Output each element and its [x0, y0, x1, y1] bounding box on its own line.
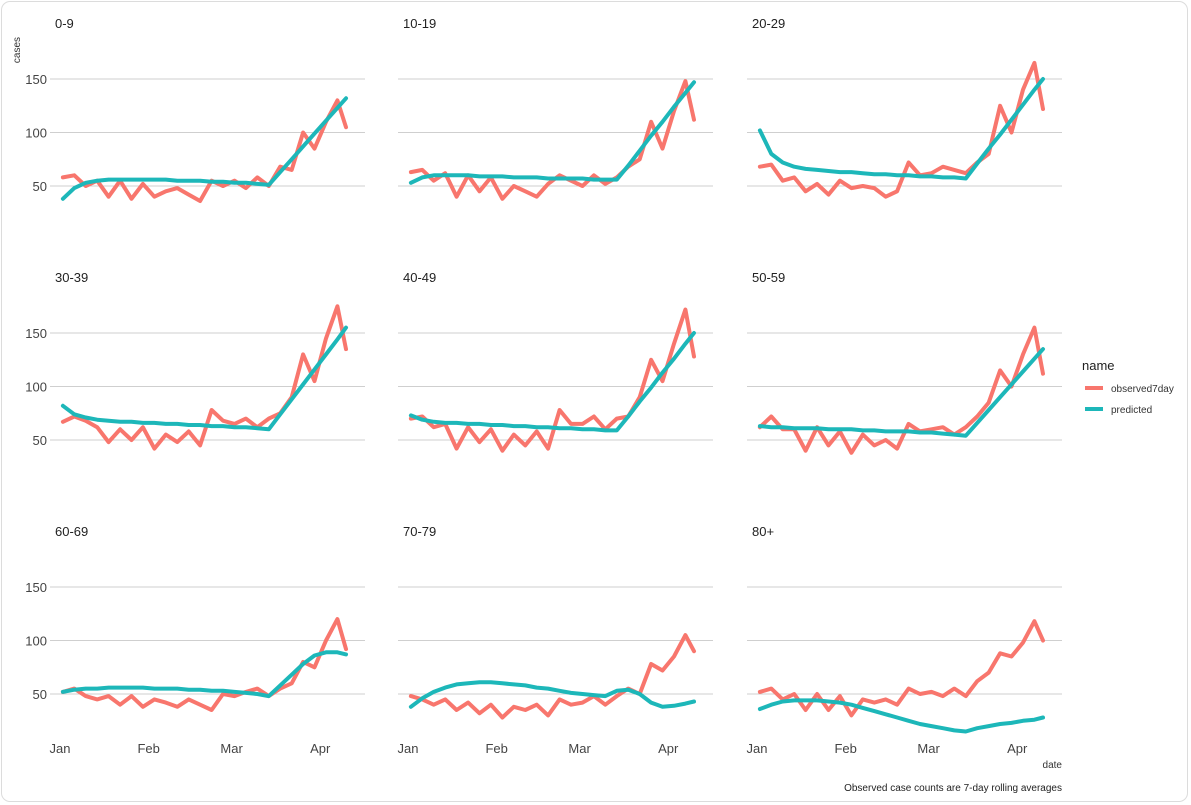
- facet-panel-60-69: 60-69 50 100 150 Jan Feb Mar Apr: [25, 524, 365, 756]
- x-tick-label: Jan: [50, 741, 71, 756]
- y-tick-label: 100: [25, 634, 47, 649]
- facet-panel-50-59: 50-59: [747, 270, 1062, 455]
- series-line-observed7day: [408, 633, 696, 720]
- y-tick-label: 50: [33, 179, 47, 194]
- legend-label: predicted: [1111, 405, 1152, 416]
- x-tick-label: Mar: [917, 741, 940, 756]
- y-tick-label: 50: [33, 433, 47, 448]
- x-tick-label: Feb: [137, 741, 159, 756]
- facet-panel-10-19: 10-19: [398, 16, 713, 201]
- series-line-observed7day: [60, 304, 348, 451]
- facet-panel-20-29: 20-29: [747, 16, 1062, 199]
- series-line-predicted: [408, 680, 696, 709]
- facet-panel-30-39: 30-39 50 100 150: [25, 270, 365, 451]
- x-tick-label: Apr: [1007, 741, 1028, 756]
- facet-title: 80+: [752, 524, 774, 539]
- y-tick-label: 100: [25, 126, 47, 141]
- facet-title: 0-9: [55, 16, 74, 31]
- legend: name observed7day predicted: [1082, 358, 1174, 416]
- facet-title: 70-79: [403, 524, 436, 539]
- y-tick-label: 150: [25, 72, 47, 87]
- facet-panel-40-49: 40-49: [398, 270, 713, 453]
- series-line-predicted: [408, 80, 696, 185]
- series-line-predicted: [757, 347, 1045, 438]
- legend-label: observed7day: [1111, 384, 1174, 395]
- x-axis-title: date: [1043, 760, 1063, 771]
- series-line-predicted: [408, 331, 696, 433]
- facet-title: 40-49: [403, 270, 436, 285]
- x-tick-label: Jan: [747, 741, 768, 756]
- y-tick-label: 150: [25, 326, 47, 341]
- facet-panel-0-9: 0-9 50 100 150: [25, 16, 365, 203]
- series-line-observed7day: [757, 619, 1045, 718]
- series-line-observed7day: [60, 98, 348, 203]
- y-tick-label: 50: [33, 687, 47, 702]
- x-tick-label: Mar: [220, 741, 243, 756]
- x-tick-label: Jan: [398, 741, 419, 756]
- legend-title: name: [1082, 358, 1115, 373]
- facet-title: 20-29: [752, 16, 785, 31]
- series-line-predicted: [757, 77, 1045, 181]
- series-line-predicted: [60, 96, 348, 201]
- y-tick-label: 100: [25, 380, 47, 395]
- x-tick-label: Feb: [485, 741, 507, 756]
- y-axis-title: cases: [12, 37, 23, 63]
- series-line-predicted: [60, 325, 348, 432]
- facet-panel-70-79: 70-79 Jan Feb Mar Apr: [398, 524, 713, 756]
- caption: Observed case counts are 7-day rolling a…: [844, 783, 1062, 794]
- facet-title: 30-39: [55, 270, 88, 285]
- facet-title: 10-19: [403, 16, 436, 31]
- x-tick-label: Apr: [310, 741, 331, 756]
- series-line-observed7day: [408, 79, 696, 201]
- series-line-observed7day: [757, 325, 1045, 455]
- y-tick-label: 150: [25, 580, 47, 595]
- series-line-predicted: [60, 650, 348, 699]
- series-line-predicted: [757, 698, 1045, 734]
- x-tick-label: Apr: [658, 741, 679, 756]
- facet-panel-80+: 80+ Jan Feb Mar Apr: [747, 524, 1062, 756]
- facet-title: 60-69: [55, 524, 88, 539]
- x-tick-label: Mar: [568, 741, 591, 756]
- x-tick-label: Feb: [834, 741, 856, 756]
- facet-title: 50-59: [752, 270, 785, 285]
